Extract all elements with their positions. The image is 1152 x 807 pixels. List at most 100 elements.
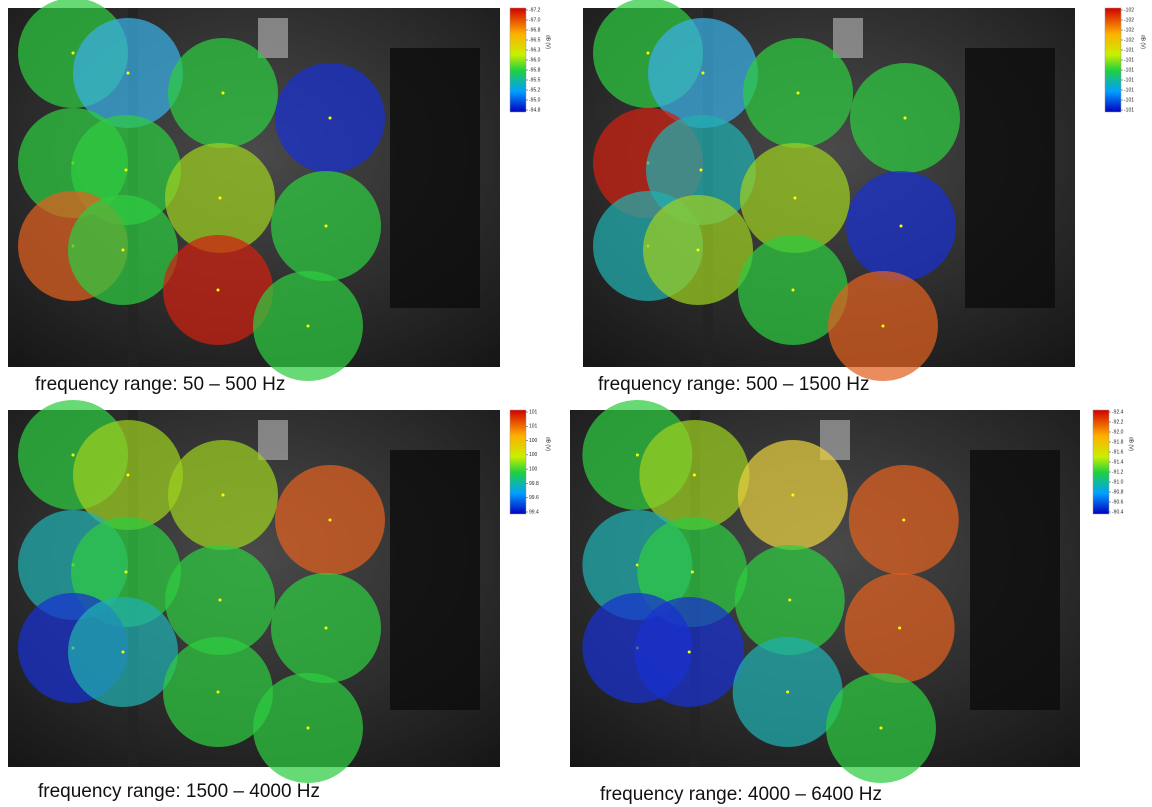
colorbar-tick-label: -90.6 bbox=[1112, 499, 1124, 505]
sensor-dot bbox=[122, 651, 125, 654]
sensor-dot bbox=[217, 289, 220, 292]
colorbar-tick-label: -101 bbox=[1124, 77, 1134, 83]
colorbar-tick-label: 100 bbox=[529, 466, 538, 472]
sensor-dot bbox=[904, 117, 907, 120]
colorbar-tick-label: -101 bbox=[1124, 107, 1134, 113]
sensor-dot bbox=[325, 627, 328, 630]
colorbar-tick-label: -102 bbox=[1124, 17, 1134, 23]
colorbar-tick-label: -96.0 bbox=[529, 57, 541, 63]
panel: -102 -102 -102 -102 -101 -101 -101 -101 -101 -101… bbox=[583, 0, 1146, 395]
sensor-dot bbox=[794, 197, 797, 200]
colorbar-tick-label: -101 bbox=[1124, 97, 1134, 103]
colorbar-tick-label: -91.6 bbox=[1112, 449, 1124, 455]
colorbar-tick-label: -97.2 bbox=[529, 7, 541, 13]
sensor-dot bbox=[222, 92, 225, 95]
sensor-dot bbox=[882, 325, 885, 328]
photo-detail bbox=[970, 450, 1060, 710]
sensor-dot bbox=[307, 727, 310, 730]
colorbar-tick-label: -102 bbox=[1124, 37, 1134, 43]
sensor-dot bbox=[217, 691, 220, 694]
colorbar-tick-label: -91.4 bbox=[1112, 459, 1124, 465]
colorbar bbox=[510, 410, 526, 514]
sensor-dot bbox=[329, 519, 332, 522]
colorbar-tick-label: 100 bbox=[529, 452, 538, 458]
colorbar-tick-label: -92.2 bbox=[1112, 419, 1124, 425]
colorbar-label: dB (V) bbox=[545, 437, 551, 452]
sensor-dot bbox=[788, 599, 791, 602]
colorbar-tick-label: -96.8 bbox=[529, 27, 541, 33]
figure: -97.2 -97.0 -96.8 -96.5 -96.3 -96.0 -95.8 -95.5… bbox=[0, 0, 1152, 807]
sensor-dot bbox=[127, 474, 130, 477]
panel-caption: frequency range: 500 – 1500 Hz bbox=[598, 374, 869, 395]
sensor-dot bbox=[702, 72, 705, 75]
panel: -92.4-92.2-92.0-91.8-91.6-91.4-91.2-91.0… bbox=[570, 400, 1134, 805]
colorbar bbox=[1105, 8, 1121, 112]
sensor-dot bbox=[693, 474, 696, 477]
sensor-dot bbox=[122, 249, 125, 252]
colorbar-tick-label: -102 bbox=[1124, 7, 1134, 13]
sensor-dot bbox=[125, 571, 128, 574]
colorbar-tick-label: -102 bbox=[1124, 27, 1134, 33]
colorbar-tick-label: -101 bbox=[1124, 87, 1134, 93]
colorbar-tick-label: -95.0 bbox=[529, 97, 541, 103]
sensor-dot bbox=[72, 454, 75, 457]
photo-detail bbox=[965, 48, 1055, 308]
colorbar-tick-label: 101 bbox=[529, 424, 538, 430]
photo-detail bbox=[390, 48, 480, 308]
photo-detail bbox=[833, 18, 863, 58]
colorbar-tick-label: -92.0 bbox=[1112, 429, 1124, 435]
sensor-dot bbox=[636, 454, 639, 457]
colorbar-tick-label: 99.6 bbox=[529, 495, 539, 501]
colorbar-tick-label: -94.8 bbox=[529, 107, 541, 113]
colorbar-tick-label: -97.0 bbox=[529, 17, 541, 23]
colorbar-tick-label: -95.5 bbox=[529, 77, 541, 83]
colorbar-tick-label: -90.8 bbox=[1112, 489, 1124, 495]
sensor-dot bbox=[72, 52, 75, 55]
sensor-dot bbox=[647, 52, 650, 55]
colorbar-tick-label: -90.4 bbox=[1112, 509, 1124, 515]
sensor-dot bbox=[127, 72, 130, 75]
colorbar-tick-label: 99.8 bbox=[529, 481, 539, 487]
sensor-dot bbox=[898, 627, 901, 630]
colorbar-label: dB (V) bbox=[1140, 35, 1146, 50]
photo-detail bbox=[258, 420, 288, 460]
sensor-dot bbox=[125, 169, 128, 172]
colorbar-tick-label: 99.4 bbox=[529, 509, 539, 515]
sensor-dot bbox=[219, 599, 222, 602]
sensor-dot bbox=[329, 117, 332, 120]
sensor-dot bbox=[700, 169, 703, 172]
colorbar-tick-label: -92.4 bbox=[1112, 409, 1124, 415]
sensor-dot bbox=[325, 225, 328, 228]
colorbar-tick-label: -91.8 bbox=[1112, 439, 1124, 445]
sensor-dot bbox=[691, 571, 694, 574]
panel-caption: frequency range: 50 – 500 Hz bbox=[35, 374, 285, 395]
sensor-dot bbox=[900, 225, 903, 228]
panel-caption: frequency range: 4000 – 6400 Hz bbox=[600, 784, 882, 805]
colorbar-label: dB (V) bbox=[545, 35, 551, 50]
photo-detail bbox=[258, 18, 288, 58]
sensor-dot bbox=[222, 494, 225, 497]
colorbar-tick-label: -101 bbox=[1124, 47, 1134, 53]
colorbar-tick-label: -96.5 bbox=[529, 37, 541, 43]
sensor-dot bbox=[797, 92, 800, 95]
sensor-dot bbox=[219, 197, 222, 200]
panel-caption: frequency range: 1500 – 4000 Hz bbox=[38, 781, 320, 802]
photo-detail bbox=[390, 450, 480, 710]
colorbar-tick-label: -101 bbox=[1124, 57, 1134, 63]
sensor-dot bbox=[792, 289, 795, 292]
colorbar bbox=[510, 8, 526, 112]
sensor-dot bbox=[786, 691, 789, 694]
colorbar-tick-label: -96.3 bbox=[529, 47, 541, 53]
colorbar-tick-label: 100 bbox=[529, 438, 538, 444]
panel: -97.2 -97.0 -96.8 -96.5 -96.3 -96.0 -95.8 -95.5… bbox=[8, 0, 551, 395]
colorbar-tick-label: -95.8 bbox=[529, 67, 541, 73]
sensor-dot bbox=[307, 325, 310, 328]
colorbar-label: dB (V) bbox=[1128, 437, 1134, 452]
colorbar-tick-label: -95.2 bbox=[529, 87, 541, 93]
sensor-dot bbox=[791, 494, 794, 497]
sensor-dot bbox=[697, 249, 700, 252]
sensor-dot bbox=[902, 519, 905, 522]
colorbar-tick-label: -101 bbox=[1124, 67, 1134, 73]
colorbar-tick-label: -91.0 bbox=[1112, 479, 1124, 485]
